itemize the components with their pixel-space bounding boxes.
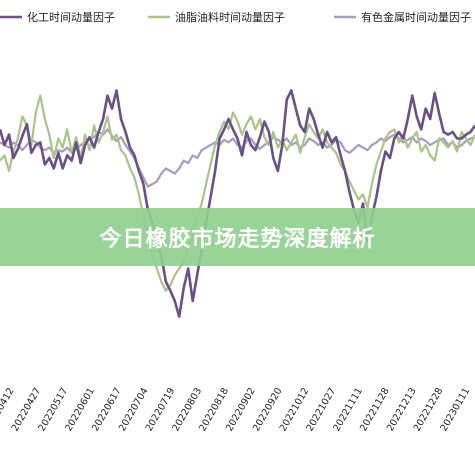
legend-label-2: 油脂油料时间动量因子 — [175, 10, 285, 24]
banner-background — [0, 208, 475, 266]
title-banner: 今日橡胶市场走势深度解析 — [0, 208, 475, 266]
x-axis-ticks: 2022041220220427202205172022060120220617… — [0, 386, 472, 433]
legend: 化工时间动量因子 油脂油料时间动量因子 有色金属时间动量因子 — [0, 10, 471, 24]
legend-label-3: 有色金属时间动量因子 — [361, 10, 471, 24]
series-line-1 — [0, 89, 475, 318]
legend-label-1: 化工时间动量因子 — [27, 10, 115, 24]
banner-title: 今日橡胶市场走势深度解析 — [99, 226, 375, 252]
series-lines — [0, 89, 475, 318]
